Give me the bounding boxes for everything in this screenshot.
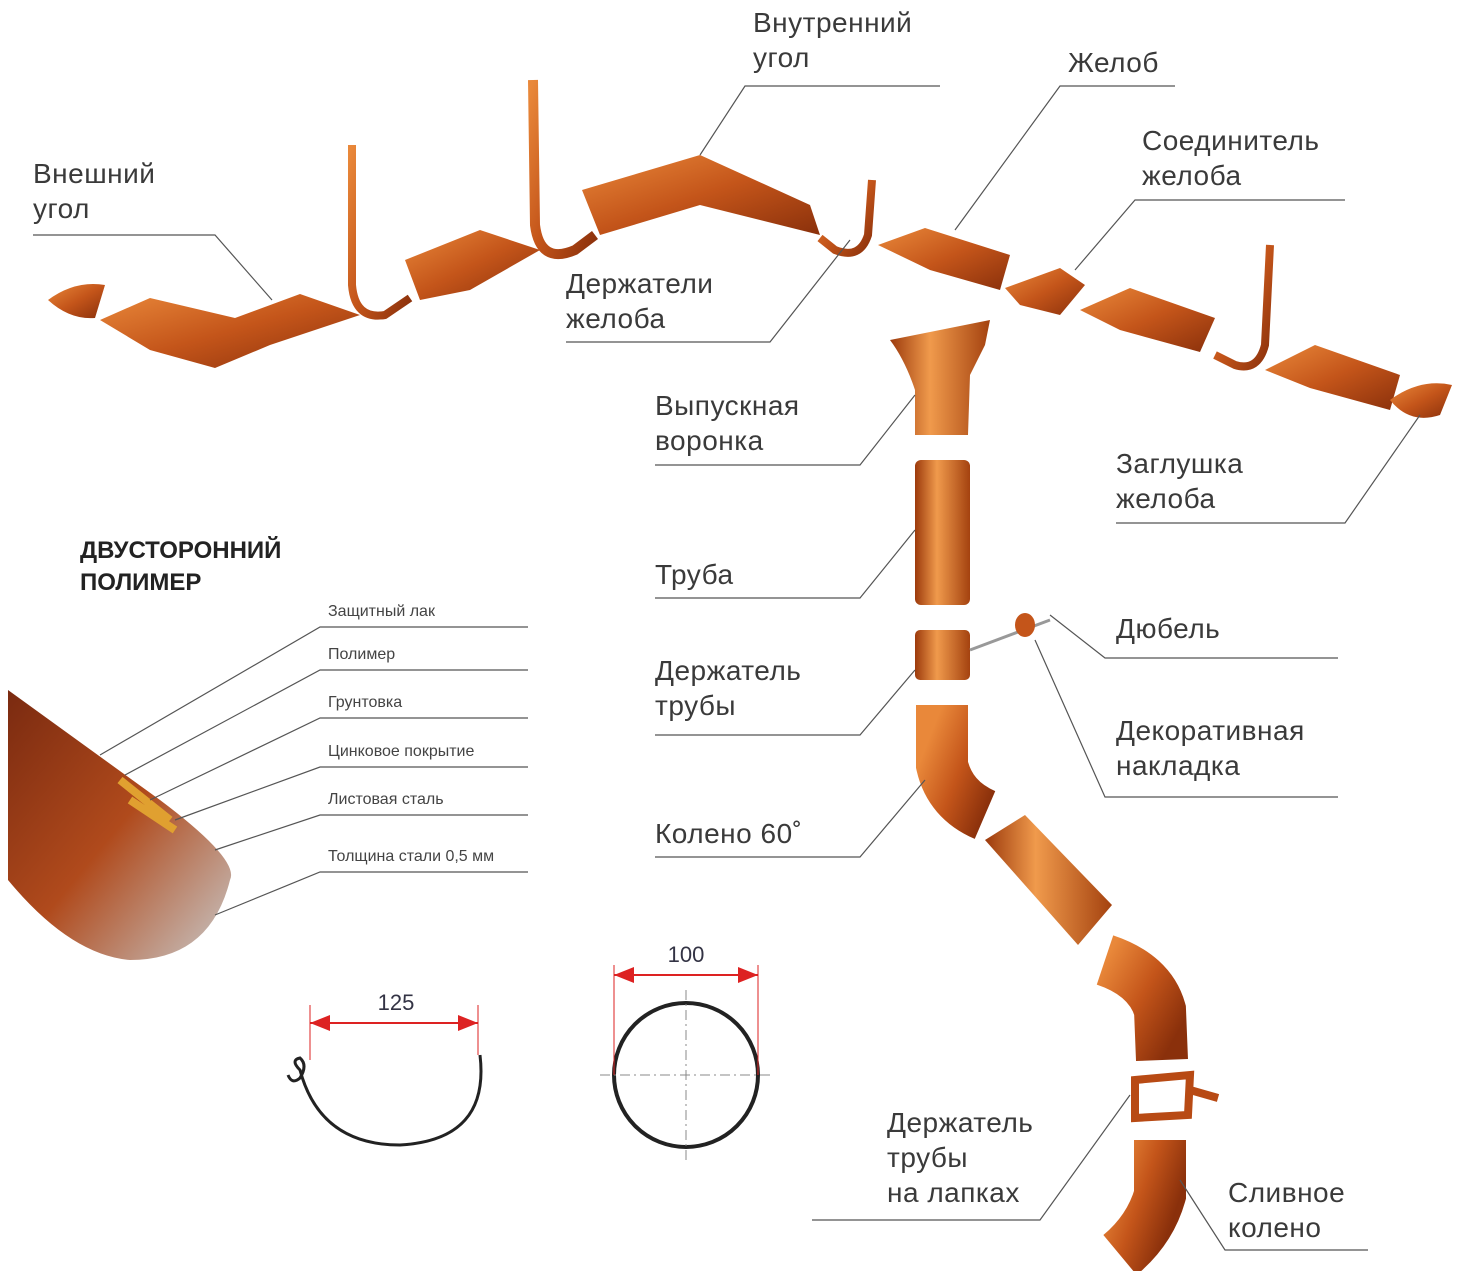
elbow-60 [942, 705, 985, 815]
part-label: Декоративная [1116, 715, 1305, 746]
layer-label: Грунтовка [328, 694, 402, 711]
part-label: Держатель [655, 655, 801, 686]
part-label: Дюбель [1116, 613, 1220, 644]
part-label: Внешний [33, 158, 155, 189]
part-label: Держатель [887, 1107, 1033, 1138]
leader-line [1075, 200, 1345, 270]
part-label: Держатели [566, 268, 713, 299]
part-label: Сливное [1228, 1177, 1345, 1208]
leader-line [700, 86, 940, 155]
layer-label: Защитный лак [328, 603, 436, 620]
leader-line [955, 86, 1175, 230]
part-label: желоба [1116, 483, 1216, 514]
end-cap [48, 284, 105, 318]
part-label: Выпускная [655, 390, 800, 421]
pipe-holder [915, 630, 970, 680]
elbow [1105, 960, 1162, 1060]
part-label: Соединитель [1142, 125, 1319, 156]
part-label: Внутренний [753, 7, 912, 38]
connector [1005, 268, 1085, 315]
layer-label: Листовая сталь [328, 791, 444, 808]
pipe [915, 460, 970, 605]
part-label: угол [33, 193, 90, 224]
layer-label: Толщина стали 0,5 мм [328, 848, 494, 865]
pipe-profile [600, 965, 772, 1160]
decorative-cap [1015, 613, 1035, 637]
part-label: Колено 60˚ [655, 818, 802, 849]
part-label: желоба [566, 303, 666, 334]
dimension-label: 100 [668, 942, 705, 967]
part-label: угол [753, 42, 810, 73]
funnel [890, 320, 990, 435]
end-cap [1390, 383, 1452, 418]
coating-title: ДВУСТОРОННИЙ [80, 536, 281, 564]
hanger [352, 145, 410, 316]
part-label: желоба [1142, 160, 1242, 191]
gutter [1080, 288, 1215, 352]
gutter-system-diagram: 125 100 ДВУСТОРОННИЙ ПОЛИМЕР Внешний угол… [0, 0, 1463, 1271]
gutter [405, 230, 540, 300]
gutter-profile [288, 1005, 481, 1145]
part-label: воронка [655, 425, 764, 456]
outlet-elbow [1120, 1140, 1160, 1255]
pipe-holder-legs [1135, 1075, 1218, 1118]
part-label: трубы [655, 690, 736, 721]
hanger [820, 180, 872, 253]
part-label: Желоб [1068, 47, 1159, 78]
leader-line [215, 815, 528, 850]
part-label: трубы [887, 1142, 968, 1173]
part-label: накладка [1116, 750, 1240, 781]
outer-corner [100, 294, 360, 368]
gutter [1265, 345, 1400, 410]
inner-corner [582, 155, 820, 235]
hanger [533, 80, 595, 254]
part-label: Труба [655, 559, 734, 590]
dimension-label: 125 [378, 990, 415, 1015]
hanger [1215, 245, 1270, 366]
part-label: на лапках [887, 1177, 1020, 1208]
leader-line [100, 627, 528, 755]
pipe-diagonal [985, 815, 1112, 945]
part-label: Заглушка [1116, 448, 1243, 479]
part-label: колено [1228, 1212, 1321, 1243]
layer-label: Полимер [328, 646, 395, 663]
gutter [878, 228, 1010, 290]
leader-line [215, 872, 528, 915]
layer-label: Цинковое покрытие [328, 743, 474, 760]
coating-title: ПОЛИМЕР [80, 569, 201, 596]
coating-sample [8, 690, 231, 960]
